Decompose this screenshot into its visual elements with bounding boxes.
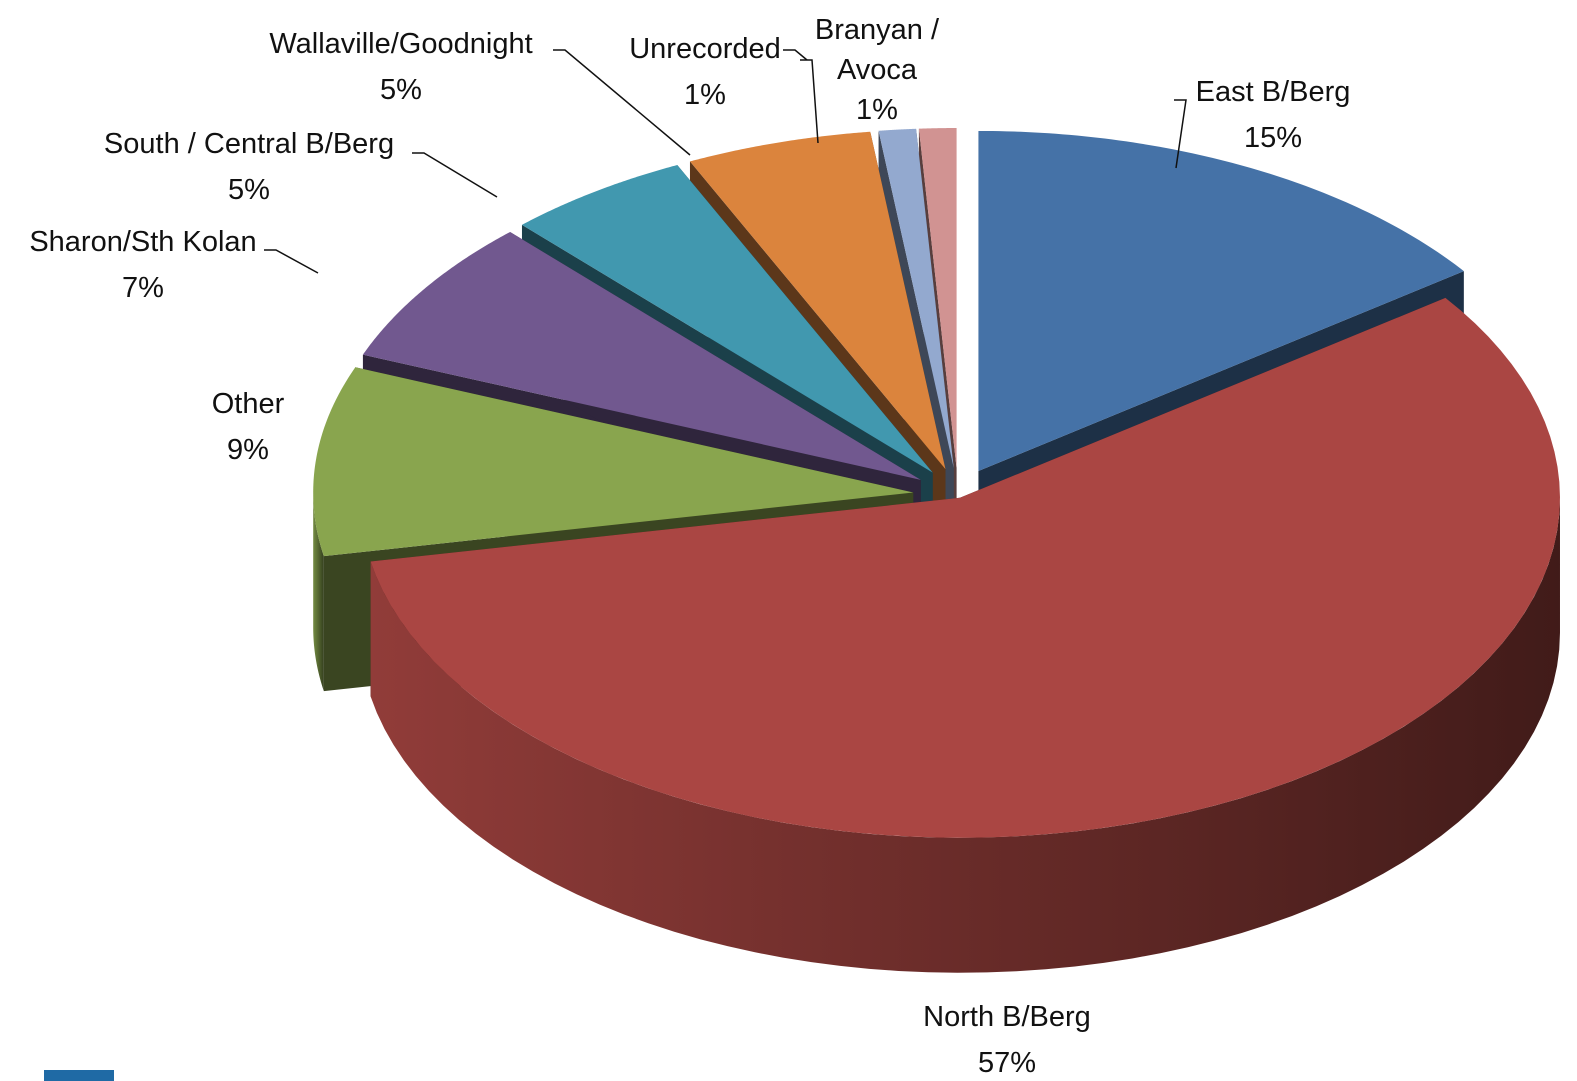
slice-top xyxy=(978,130,1464,471)
category-name: Branyan / Avoca xyxy=(814,14,940,86)
slice-top xyxy=(878,128,954,469)
category-name: South / Central B/Berg xyxy=(103,128,395,160)
value-label: 1% xyxy=(856,94,898,126)
slice-label: Wallaville/Goodnight 5% xyxy=(269,21,532,113)
leader-line xyxy=(412,152,498,198)
slice xyxy=(370,297,1560,973)
category-name: Unrecorded xyxy=(629,33,781,65)
slice-top xyxy=(521,165,933,473)
value-label: 5% xyxy=(228,174,270,206)
slice-top xyxy=(370,297,1560,838)
leader-line xyxy=(553,49,691,156)
leader-line xyxy=(783,49,808,61)
slice-wall xyxy=(370,497,1560,973)
value-label: 5% xyxy=(380,74,422,106)
value-label: 1% xyxy=(684,79,726,111)
slice-label: Branyan / Avoca 1% xyxy=(802,10,952,130)
leader-line xyxy=(264,249,319,274)
category-name: Other xyxy=(211,388,285,420)
category-name: Sharon/Sth Kolan xyxy=(29,226,257,258)
slice-label: Unrecorded 1% xyxy=(629,26,781,118)
value-label: 15% xyxy=(1243,122,1303,154)
slice-label: East B/Berg 15% xyxy=(1196,69,1351,161)
category-name: East B/Berg xyxy=(1195,76,1351,108)
value-label: 7% xyxy=(122,272,164,304)
corner-decoration xyxy=(44,1070,114,1081)
leader-line xyxy=(1174,99,1187,169)
slice-label: North B/Berg 57% xyxy=(923,994,1091,1081)
category-name: North B/Berg xyxy=(923,1001,1091,1033)
value-label: 9% xyxy=(227,434,269,466)
slice-top xyxy=(362,231,921,480)
slice-top xyxy=(313,367,914,557)
slice-label: Other 9% xyxy=(212,381,285,473)
slice-label: South / Central B/Berg 5% xyxy=(104,121,394,213)
slice-top xyxy=(918,128,957,469)
leader-line xyxy=(800,59,819,144)
value-label: 57% xyxy=(977,1047,1037,1079)
slice-label: Sharon/Sth Kolan 7% xyxy=(29,219,256,311)
slice-top xyxy=(689,131,946,470)
slice-wall xyxy=(313,492,324,692)
category-name: Wallaville/Goodnight xyxy=(269,28,533,60)
